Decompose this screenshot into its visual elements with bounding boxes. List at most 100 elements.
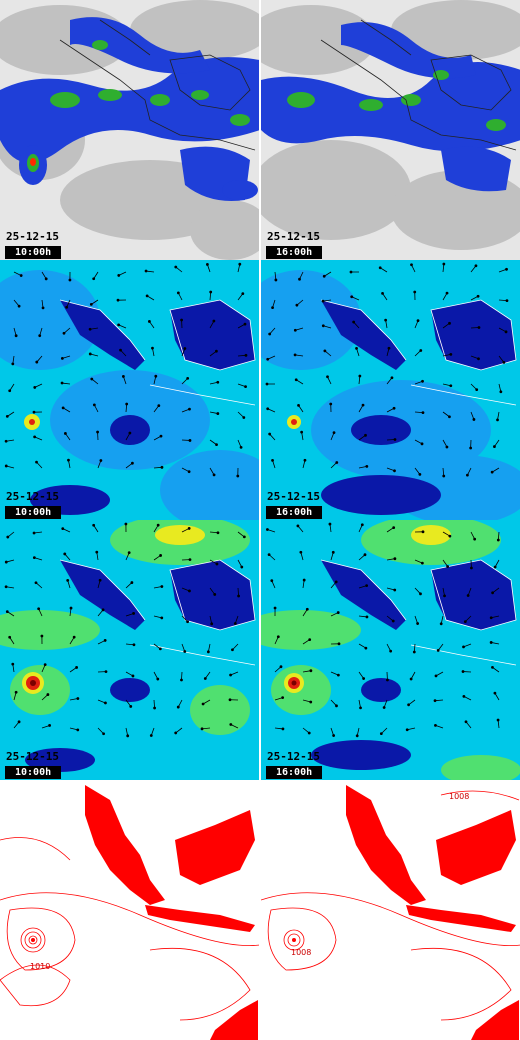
wind-arrow-head	[241, 292, 245, 296]
wind-arrow-head	[364, 646, 368, 650]
wind-arrow-head	[35, 460, 38, 464]
wind-arrow-head	[34, 581, 38, 585]
wind-arrow-head	[242, 416, 246, 419]
wind-arrow-head	[496, 418, 499, 422]
wind-arrow-head	[420, 561, 424, 565]
wind-arrow-head	[103, 639, 107, 642]
wind-arrow-head	[421, 379, 424, 383]
wind-arrow-head	[489, 616, 493, 620]
wind-arrow-head	[76, 728, 80, 732]
wind-arrow-head	[463, 620, 467, 624]
wind-arrow-head	[61, 527, 65, 531]
wind-arrow-head	[265, 382, 269, 386]
wind-arrow-head	[449, 384, 453, 388]
wind-arrow-head	[295, 303, 299, 307]
wind-arrow-head	[132, 643, 136, 647]
wind-arrow-head	[11, 362, 15, 366]
wind-arrow-head	[279, 665, 283, 669]
wind-arrow-head	[145, 294, 149, 298]
wind-arrow-head	[40, 634, 44, 638]
rain-map-left	[0, 0, 260, 260]
gust-panel-1600h: 25-12-15 16:00h	[261, 520, 520, 780]
wind-arrow-head	[151, 346, 154, 350]
isobar-label: 1008	[291, 948, 312, 957]
wind-arrow-head	[393, 438, 397, 441]
wind-arrow-head	[309, 669, 313, 673]
wind-arrow-head	[6, 535, 10, 539]
wind-arrow-head	[180, 678, 183, 682]
wind-arrow-head	[365, 464, 369, 468]
wind-arrow-head	[188, 407, 191, 411]
wind-arrow-head	[389, 649, 393, 653]
wind-arrow-head	[188, 439, 192, 442]
wind-arrow-head	[92, 523, 96, 527]
wind-arrow-head	[37, 607, 41, 611]
wind-arrow-head	[350, 295, 354, 299]
wind-arrow-head	[281, 696, 285, 700]
wind-arrow-head	[35, 360, 39, 364]
wind-arrow-head	[64, 432, 67, 435]
wind-arrow-head	[239, 445, 243, 449]
wind-arrow-head	[355, 346, 358, 350]
wind-arrow-head	[298, 277, 301, 281]
wind-arrow-head	[491, 591, 495, 595]
wind-arrow-head	[237, 594, 240, 598]
wind-arrow-head	[17, 304, 21, 308]
wind-arrow-head	[470, 566, 473, 570]
wind-arrow-head	[294, 378, 298, 382]
wind-arrow-head	[442, 474, 446, 478]
wind-arrow-head	[336, 673, 340, 677]
wind-arrow-head	[212, 319, 216, 323]
wind-arrow-head	[477, 357, 480, 361]
isobar-label: 1010	[30, 962, 51, 971]
wind-arrow-head	[8, 635, 12, 639]
wind-arrow-head	[433, 699, 437, 703]
wind-arrow-head	[203, 677, 207, 680]
wind-arrow-head	[505, 299, 509, 303]
wind-arrow-head	[215, 443, 218, 447]
isobar-map-right	[261, 780, 520, 1040]
wind-arrow-head	[75, 666, 78, 669]
wind-arrow-head	[88, 352, 92, 356]
panel-divider	[259, 0, 261, 1040]
wind-arrow-head	[38, 334, 42, 338]
wind-arrow-head	[124, 522, 128, 526]
wind-arrow-head	[328, 522, 332, 526]
wind-arrow-head	[131, 674, 135, 678]
wind-arrow-head	[125, 402, 129, 406]
wind-arrow-head	[365, 615, 369, 619]
wind-arrow-head	[448, 415, 451, 419]
wind-arrow-head	[334, 580, 338, 584]
wind-arrow-head	[156, 677, 160, 681]
wind-arrow-head	[17, 720, 21, 724]
wind-arrow-head	[229, 673, 232, 677]
wind-arrow-head	[322, 274, 326, 278]
wind-arrow-head	[102, 732, 105, 736]
wind-arrow-head	[160, 465, 164, 469]
wind-arrow-head	[72, 635, 76, 639]
wind-arrow-head	[268, 332, 272, 336]
wind-arrow-head	[421, 530, 425, 534]
wind-arrow-head	[270, 579, 274, 583]
wind-arrow-head	[332, 734, 336, 737]
wind-arrow-head	[299, 550, 303, 554]
wind-arrow-head	[63, 552, 67, 556]
wind-arrow-head	[127, 551, 131, 555]
date-label: 25-12-15	[267, 750, 320, 763]
wind-arrow-head	[323, 349, 327, 353]
wind-arrow-head	[99, 459, 103, 462]
wind-arrow-head	[210, 622, 214, 626]
wind-arrow-head	[132, 612, 135, 615]
wind-arrow-head	[491, 665, 494, 669]
wind-arrow-head	[418, 472, 422, 476]
wind-arrow-head	[309, 700, 313, 704]
wind-arrow-head	[160, 616, 164, 620]
wind-arrow-head	[244, 385, 247, 389]
wind-arrow-head	[130, 581, 134, 584]
wind-arrow-head	[160, 585, 164, 588]
wind-arrow-head	[176, 705, 180, 709]
wind-arrow-head	[92, 277, 96, 281]
wind-arrow-head	[66, 578, 70, 582]
wind-arrow-head	[186, 620, 189, 624]
wind-arrow-head	[349, 270, 353, 274]
